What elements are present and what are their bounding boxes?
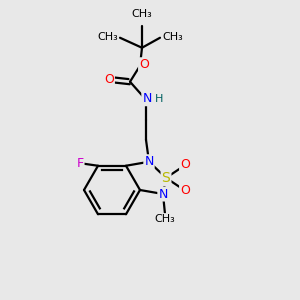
Text: O: O: [139, 58, 149, 71]
Text: O: O: [104, 73, 114, 86]
Text: O: O: [180, 184, 190, 197]
Text: N: N: [158, 188, 168, 200]
Text: CH₃: CH₃: [97, 32, 118, 42]
Text: O: O: [180, 158, 190, 171]
Text: CH₃: CH₃: [154, 214, 176, 224]
Text: CH₃: CH₃: [132, 9, 152, 19]
Text: N: N: [142, 92, 152, 105]
Text: S: S: [162, 171, 170, 185]
Text: F: F: [76, 157, 84, 170]
Text: N: N: [144, 155, 154, 168]
Text: H: H: [155, 94, 164, 104]
Text: CH₃: CH₃: [162, 32, 183, 42]
